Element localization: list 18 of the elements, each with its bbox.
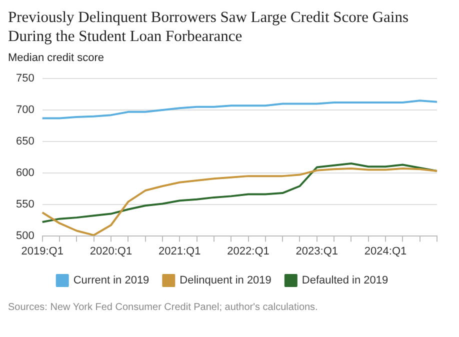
legend-label: Current in 2019 [73, 274, 150, 287]
x-tick-label: 2022:Q1 [227, 245, 270, 258]
x-tick-label: 2021:Q1 [158, 245, 201, 258]
y-tick-label: 700 [16, 104, 34, 116]
x-tick-label: 2019:Q1 [21, 245, 64, 258]
y-tick-label: 650 [16, 136, 34, 148]
source-note: Sources: New York Fed Consumer Credit Panel; author's calculations. [8, 302, 319, 313]
legend-label: Delinquent in 2019 [180, 274, 272, 287]
y-tick-label: 600 [16, 166, 34, 179]
y-tick-label: 550 [16, 198, 34, 210]
x-tick-label: 2020:Q1 [90, 245, 132, 258]
x-tick-label: 2023:Q1 [296, 245, 338, 258]
x-tick-label: 2024:Q1 [364, 245, 407, 258]
legend-label: Defaulted in 2019 [302, 274, 388, 287]
y-axis-title: Median credit score [8, 52, 105, 64]
chart-title: Previously Delinquent Borrowers Saw Large Credit Score Gains During the Student Loan Forbearance [8, 8, 410, 46]
y-tick-label: 750 [16, 72, 34, 85]
y-tick-label: 500 [16, 230, 34, 242]
